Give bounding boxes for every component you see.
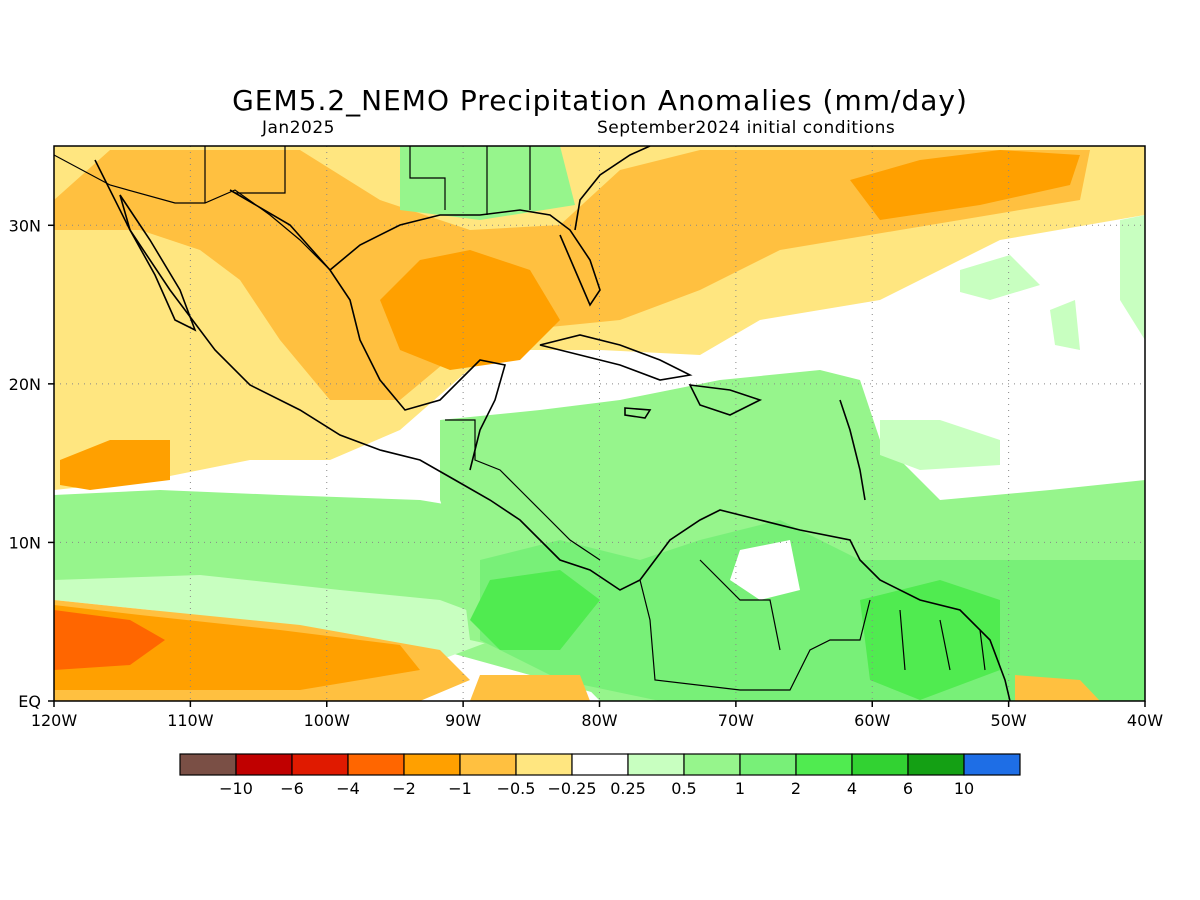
colorbar-label: 4: [847, 779, 857, 798]
lon-tick-label: 40W: [1127, 711, 1163, 730]
lon-tick-label: 120W: [31, 711, 78, 730]
colorbar-swatch: [347, 753, 405, 776]
atlantic-equatorial-dry-patch: [1015, 675, 1100, 701]
colorbar-label: −0.25: [547, 779, 596, 798]
colorbar-label: −10: [219, 779, 253, 798]
init-conditions-label: September2024 initial conditions: [597, 118, 896, 138]
atlantic-moist-patch-3: [1050, 300, 1080, 350]
central-america-borders: [445, 419, 601, 561]
hispaniola: [688, 384, 763, 416]
colorbar-label: 0.5: [671, 779, 696, 798]
lat-tick-label: EQ: [18, 692, 41, 711]
country-borders: [54, 146, 986, 691]
colorbar-label: −1: [448, 779, 472, 798]
atlantic-moist-patch-1: [960, 255, 1040, 300]
colorbar-swatch: [907, 753, 965, 776]
cuba: [539, 334, 693, 381]
south-america-north-coast: [639, 509, 1011, 701]
pacific-dry-core: [60, 440, 170, 490]
pacific-equatorial-dry-core: [54, 605, 420, 690]
lon-tick-label: 70W: [718, 711, 754, 730]
colorbar-swatch: [963, 753, 1021, 776]
colorbar-swatch: [459, 753, 517, 776]
colorbar: −10 −6 −4 −2 −1 −0.5 −0.25 0.25 0.5 1 2 4 6 10: [179, 753, 1021, 798]
colorbar-swatch: [515, 753, 573, 776]
colorbar-swatch: [179, 753, 237, 776]
lat-tick-label: 30N: [9, 216, 41, 235]
pacific-wet-band-light: [54, 575, 520, 660]
us-east-coast: [574, 146, 651, 231]
lon-tick-label: 60W: [854, 711, 890, 730]
lat-tick-label: 20N: [9, 375, 41, 394]
mexico-pacific-coast: [94, 159, 641, 591]
lon-tick-label: 80W: [581, 711, 617, 730]
colorbar-label: −4: [336, 779, 360, 798]
pacific-equatorial-dry-max: [54, 610, 165, 670]
colorbar-swatch: [683, 753, 741, 776]
atlantic-moist-patch-2: [1120, 215, 1145, 340]
colorbar-label: −0.5: [497, 779, 536, 798]
axis-ticks: 120W 110W 100W 90W 80W 70W 60W 50W 40W 30N 20N 10N E…: [9, 216, 1164, 730]
guiana-wet-core: [860, 580, 1000, 700]
lon-tick-label: 90W: [445, 711, 481, 730]
colorbar-swatch: [851, 753, 909, 776]
colorbar-label: −6: [280, 779, 304, 798]
colorbar-swatch: [627, 753, 685, 776]
chart-title: GEM5.2_NEMO Precipitation Anomalies (mm/…: [232, 84, 968, 117]
dry-anomaly-region-north-core: [54, 150, 1090, 400]
lesser-antilles: [839, 399, 866, 501]
coastlines: [94, 146, 1011, 701]
colorbar-label: −2: [392, 779, 416, 798]
atlantic-dry-core: [850, 150, 1080, 220]
caribbean-moist-patch: [880, 420, 1000, 470]
colorbar-label: 10: [954, 779, 974, 798]
south-america-borders: [639, 559, 986, 691]
us-state-borders: [204, 146, 531, 215]
lon-tick-label: 50W: [991, 711, 1027, 730]
south-pacific-dry-patch: [470, 675, 590, 701]
gulf-dry-core: [380, 250, 560, 370]
colorbar-swatch: [235, 753, 293, 776]
lat-lon-grid: [54, 146, 1145, 701]
lon-tick-label: 100W: [304, 711, 351, 730]
colorbar-label: 0.25: [610, 779, 646, 798]
baja-california: [119, 194, 197, 332]
lon-tick-label: 110W: [167, 711, 214, 730]
lat-tick-label: 10N: [9, 533, 41, 552]
us-gulf-coast: [329, 209, 601, 307]
venezuela-dry-patch: [730, 540, 800, 600]
colorbar-swatch: [739, 753, 797, 776]
colombia-wet-core: [470, 570, 600, 650]
us-mexico-border: [54, 154, 331, 271]
gulf-of-mexico-coast: [229, 189, 507, 471]
jamaica: [624, 407, 652, 419]
colorbar-label: 2: [791, 779, 801, 798]
colorbar-swatch: [795, 753, 853, 776]
anomaly-field: [54, 146, 1145, 701]
colorbar-label: 1: [735, 779, 745, 798]
colorbar-label: 6: [903, 779, 913, 798]
valid-month-label: Jan2025: [262, 118, 335, 138]
colorbar-swatch: [403, 753, 461, 776]
colorbar-swatch: [291, 753, 349, 776]
colorbar-swatch: [571, 753, 629, 776]
